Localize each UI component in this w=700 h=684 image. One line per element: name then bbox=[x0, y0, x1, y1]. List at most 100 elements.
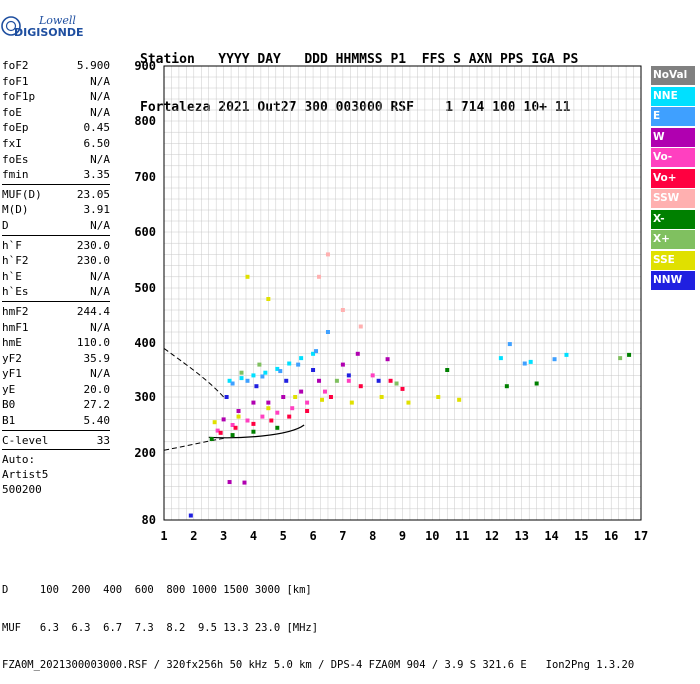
clevel-row: C-level 33 bbox=[2, 433, 110, 449]
param-value: 23.05 bbox=[76, 187, 110, 201]
logo-circle-outer bbox=[1, 16, 21, 36]
echo-point-sse bbox=[245, 274, 250, 279]
echo-point-sse bbox=[320, 397, 325, 402]
param-row: h`F2 230.0 bbox=[2, 253, 110, 269]
divider bbox=[2, 300, 110, 302]
x-tick-label: 13 bbox=[515, 529, 529, 543]
echo-point-x- bbox=[251, 429, 256, 434]
echo-point-e bbox=[314, 349, 319, 354]
echo-point-vo+ bbox=[218, 430, 223, 435]
echo-point-vo+ bbox=[269, 418, 274, 423]
echo-point-sse bbox=[236, 414, 241, 419]
echo-point-sse bbox=[266, 406, 271, 411]
param-row: yF1 N/A bbox=[2, 366, 110, 382]
param-value: 5.40 bbox=[83, 414, 111, 428]
echo-point-ssw bbox=[325, 252, 330, 257]
param-row: h`F 230.0 bbox=[2, 238, 110, 254]
echo-point-e bbox=[230, 381, 235, 386]
echo-point-nne bbox=[287, 361, 292, 366]
echo-point-w bbox=[281, 395, 286, 399]
legend-item: SSE bbox=[651, 250, 695, 270]
echo-point-vo+ bbox=[233, 425, 238, 430]
x-tick-label: 6 bbox=[309, 529, 316, 543]
x-tick-label: 16 bbox=[604, 529, 618, 543]
param-row: yE 20.0 bbox=[2, 382, 110, 398]
y-tick-label: 200 bbox=[134, 446, 156, 460]
legend-item: Vo- bbox=[651, 148, 695, 167]
x-tick-label: 9 bbox=[399, 529, 406, 543]
clevel-label: C-level bbox=[2, 433, 49, 447]
legend-item: SSW bbox=[651, 189, 695, 208]
footer-file-info: FZA0M_2021300003000.RSF / 320fx256h 50 k… bbox=[2, 659, 635, 671]
auto-line: Artist5 bbox=[2, 468, 49, 482]
param-value: N/A bbox=[90, 367, 110, 381]
param-row: h`E N/A bbox=[2, 269, 110, 285]
logo-line1: Lowell bbox=[38, 14, 76, 27]
echo-point-vo- bbox=[290, 406, 295, 411]
divider bbox=[2, 449, 110, 451]
param-row: MUF(D) 23.05 bbox=[2, 187, 110, 203]
echo-point-nnw bbox=[284, 378, 289, 383]
profile-curve-dashed-upper bbox=[163, 347, 224, 398]
divider bbox=[2, 183, 110, 185]
legend-item: W bbox=[651, 127, 695, 147]
echo-point-vo- bbox=[275, 410, 280, 415]
echo-point-vo+ bbox=[400, 386, 405, 391]
param-label: foF1p bbox=[2, 90, 36, 104]
echo-point-w bbox=[236, 409, 241, 413]
x-tick-label: 11 bbox=[455, 529, 469, 543]
echo-point-e bbox=[507, 342, 512, 347]
legend-item: Vo+ bbox=[651, 168, 695, 188]
plot-frame bbox=[163, 65, 642, 521]
y-tick-label: 700 bbox=[134, 170, 156, 184]
profile-curve-dashed-lower bbox=[163, 437, 224, 451]
echo-point-e bbox=[325, 330, 330, 334]
legend-item: E bbox=[651, 107, 695, 126]
footer-distance-row: D 100 200 400 600 800 1000 1500 3000 [km… bbox=[2, 584, 312, 596]
param-value: 35.9 bbox=[83, 351, 111, 365]
divider bbox=[2, 429, 110, 431]
echo-point-nnw bbox=[346, 373, 351, 378]
param-row: fmin 3.35 bbox=[2, 167, 110, 183]
echo-point-nnw bbox=[224, 395, 229, 399]
param-value: N/A bbox=[90, 105, 110, 119]
param-value: 0.45 bbox=[83, 121, 111, 135]
x-tick-label: 12 bbox=[485, 529, 499, 543]
logo-graphic: Lowell DIGISONDE bbox=[1, 14, 83, 39]
echo-point-vo- bbox=[346, 378, 351, 383]
param-row: hmF2 244.4 bbox=[2, 304, 110, 320]
profile-curve-trace bbox=[208, 424, 305, 439]
echo-point-w bbox=[242, 480, 247, 485]
echo-point-x- bbox=[534, 381, 539, 386]
param-value: 3.91 bbox=[83, 203, 111, 217]
echo-points bbox=[188, 252, 632, 518]
param-group-4: hmF2 244.4 hmF1 N/A hmE 110.0 yF2 35.9 yF1 N/… bbox=[2, 304, 110, 429]
param-label: yF1 bbox=[2, 367, 22, 381]
echo-point-nne bbox=[227, 378, 232, 383]
clevel-value: 33 bbox=[96, 433, 110, 447]
lowell-digisonde-logo: Lowell DIGISONDE bbox=[0, 2, 120, 46]
echo-point-w bbox=[227, 480, 232, 485]
y-tick-label: 500 bbox=[134, 281, 156, 295]
echo-point-x- bbox=[627, 352, 632, 357]
y-tick-label: 900 bbox=[134, 59, 156, 73]
param-row: B1 5.40 bbox=[2, 413, 110, 429]
param-row: hmF1 N/A bbox=[2, 320, 110, 336]
param-row: foF1 N/A bbox=[2, 74, 110, 90]
x-tick-label: 1 bbox=[160, 529, 167, 543]
param-label: B0 bbox=[2, 398, 16, 412]
echo-point-sse bbox=[406, 400, 411, 405]
auto-line: Auto: bbox=[2, 453, 36, 467]
legend-item: X- bbox=[651, 209, 695, 229]
param-group-1: foF2 5.900 foF1 N/A foF1p N/A foE N/A foEp 0.… bbox=[2, 58, 110, 183]
legend-item: X+ bbox=[651, 230, 695, 249]
echo-point-x+ bbox=[394, 381, 399, 386]
echo-point-nne bbox=[311, 351, 316, 356]
param-row: D N/A bbox=[2, 218, 110, 234]
echo-point-vo- bbox=[305, 400, 310, 405]
ionogram-plot: 1 2 3 4 5 6 7 8 9 10 11 12 13 14 15 16 17 80200300400500… bbox=[134, 59, 648, 543]
echo-point-vo- bbox=[230, 423, 235, 427]
param-label: foEp bbox=[2, 121, 29, 135]
param-label: hmF1 bbox=[2, 320, 29, 334]
echo-point-e bbox=[296, 362, 301, 367]
